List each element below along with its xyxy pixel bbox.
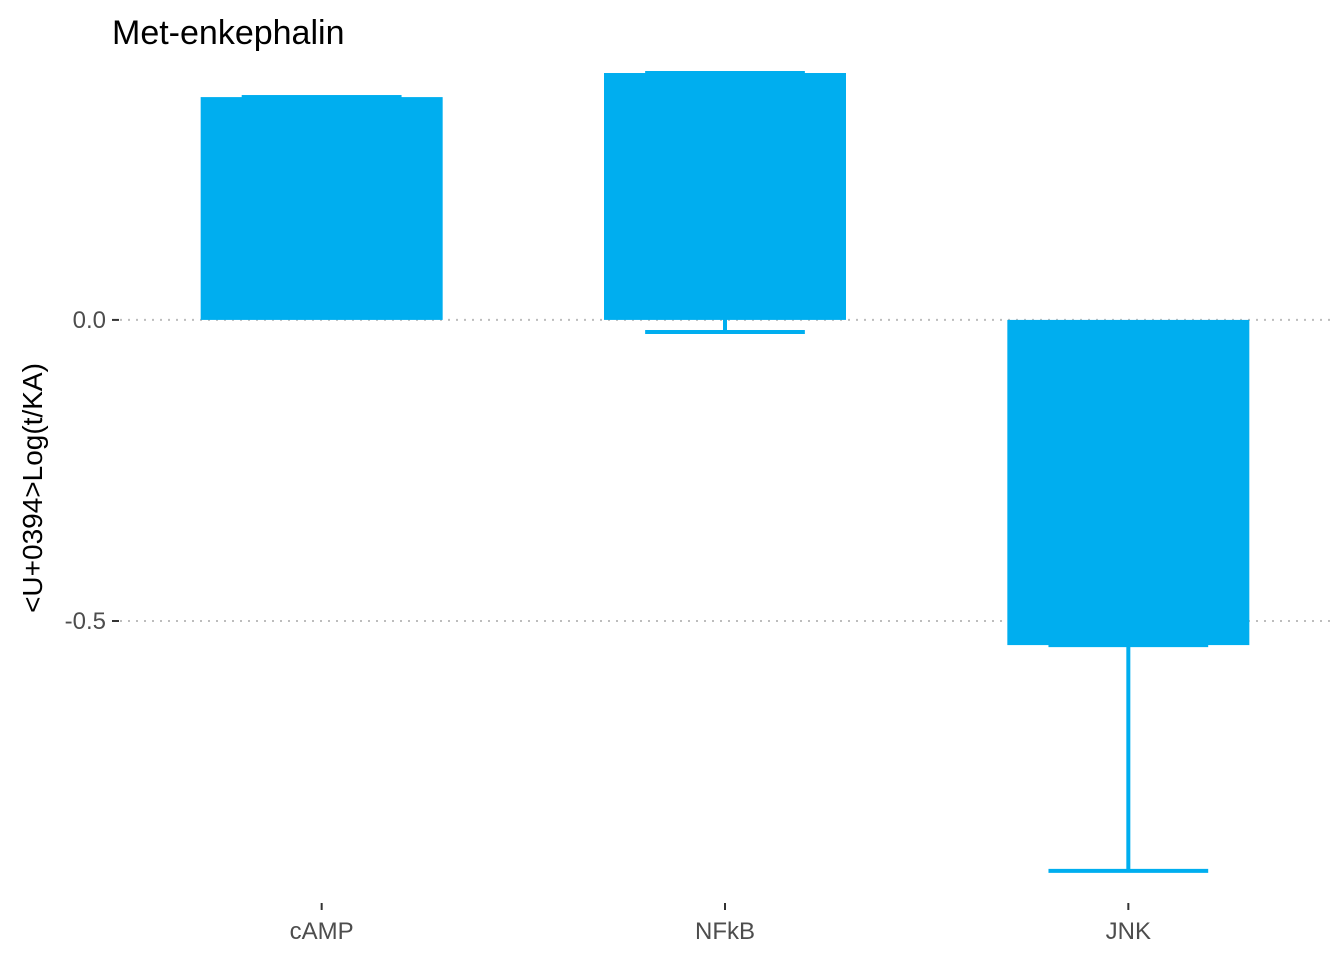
y-axis-title: <U+0394>Log(t/KA) bbox=[17, 363, 48, 613]
bar-camp bbox=[200, 97, 443, 320]
axes: 0.0 -0.5 cAMP NFkB JNK bbox=[65, 307, 1151, 945]
x-tick-label: cAMP bbox=[290, 918, 354, 945]
bar-jnk bbox=[1007, 319, 1250, 646]
x-tick-label: NFkB bbox=[695, 918, 755, 945]
x-tick-label: JNK bbox=[1106, 918, 1151, 945]
error-bar-nfkb bbox=[645, 71, 805, 334]
error-bar-jnk bbox=[1048, 643, 1209, 873]
chart-title: Met-enkephalin bbox=[112, 14, 344, 52]
error-bars bbox=[241, 71, 1209, 873]
y-tick-label: -0.5 bbox=[65, 608, 106, 635]
y-tick-label: 0.0 bbox=[73, 307, 106, 334]
